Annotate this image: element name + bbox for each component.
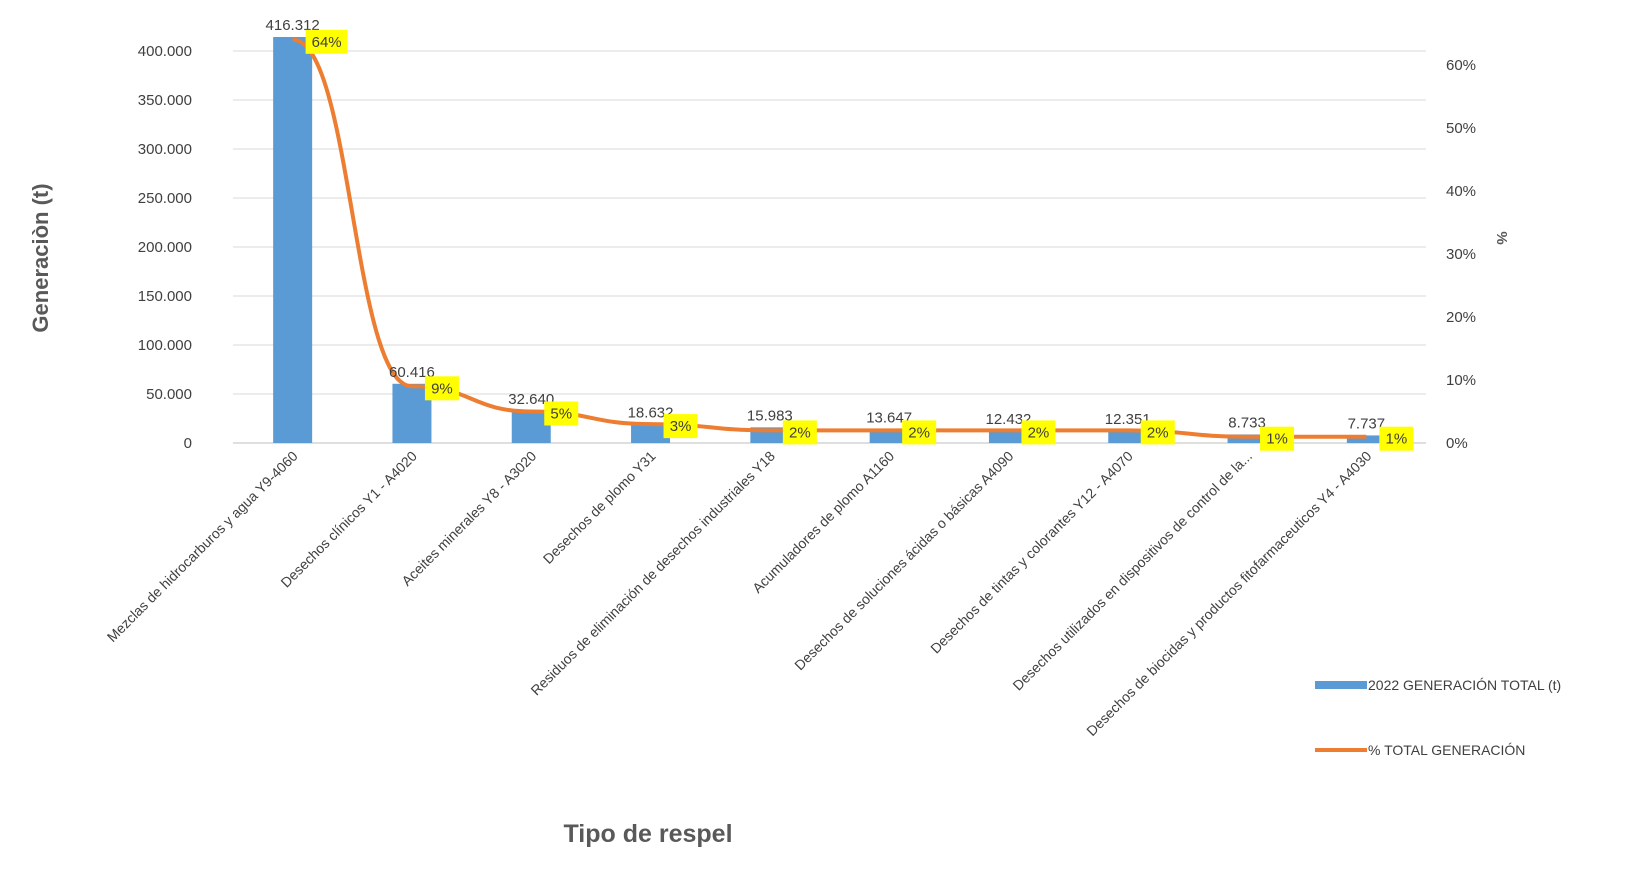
percent-label-bg — [424, 376, 459, 401]
percent-label-group: 5% — [544, 401, 579, 426]
legend: 2022 GENERACIÓN TOTAL (t) % TOTAL GENERA… — [1315, 677, 1561, 758]
y-tick-label: 0 — [184, 435, 192, 452]
x-axis-categories: Mezclas de hidrocarburos y agua Y9-4060D… — [104, 448, 1375, 739]
percent-label: 1% — [1266, 431, 1288, 448]
percent-label-bg — [1379, 426, 1414, 451]
percent-label-bg — [902, 420, 937, 445]
bar-value-label: 32.640 — [508, 391, 554, 408]
y2-tick-label: 20% — [1446, 309, 1476, 326]
bar — [1346, 435, 1386, 443]
percent-label: 2% — [1028, 424, 1050, 441]
y-tick-label: 200.000 — [138, 239, 192, 256]
category-label: Desechos utilizados en dispositivos de c… — [1009, 448, 1255, 694]
bar-value-label: 416.312 — [266, 17, 320, 34]
legend-line-label: % TOTAL GENERACIÓN — [1368, 742, 1525, 758]
y2-tick-label: 10% — [1446, 372, 1476, 389]
percent-label-group: 9% — [424, 376, 459, 401]
percent-label: 64% — [312, 34, 342, 51]
category-label: Desechos de plomo Y31 — [540, 448, 659, 567]
bar-value-label: 7.737 — [1348, 415, 1386, 432]
percent-label-bg — [544, 401, 579, 426]
percent-label-bg — [782, 420, 817, 445]
percent-label: 9% — [431, 380, 453, 397]
percent-label-bg — [663, 414, 698, 439]
percent-label-group: 2% — [1021, 420, 1056, 445]
category-label: Desechos de soluciones ácidas o básicas … — [791, 448, 1017, 674]
percent-label-bg — [1260, 426, 1295, 451]
y2-tick-label: 50% — [1446, 120, 1476, 137]
category-label: Desechos clínicos Y1 - A4020 — [277, 448, 420, 591]
percent-label-group: 2% — [902, 420, 937, 445]
left-y-axis: 0 50.000 100.000 150.000 200.000 250.000 300.0… — [138, 43, 192, 452]
percent-label-group: 3% — [663, 414, 698, 439]
percent-label: 2% — [908, 424, 930, 441]
bar — [988, 430, 1028, 443]
bar — [631, 424, 671, 443]
bar-value-label: 13.647 — [866, 410, 912, 427]
y-tick-label: 50.000 — [146, 386, 192, 403]
percent-label-bg — [1140, 420, 1175, 445]
percent-label-bg — [305, 29, 348, 54]
y-tick-label: 100.000 — [138, 337, 192, 354]
y-tick-label: 400.000 — [138, 43, 192, 60]
bar — [1227, 434, 1267, 443]
y-tick-label: 300.000 — [138, 141, 192, 158]
percent-label-bg — [1021, 420, 1056, 445]
bar-series — [273, 37, 1386, 443]
bar — [1108, 430, 1148, 443]
bar — [869, 429, 909, 443]
y2-tick-label: 40% — [1446, 183, 1476, 200]
x-axis-title: Tipo de respel — [563, 820, 732, 848]
percent-labels: 64% 9% 5% 3% 2% 2% 2% 2% 1% 1% — [305, 29, 1414, 451]
percent-label-group: 64% — [305, 29, 348, 54]
bar-value-label: 8.733 — [1228, 414, 1266, 431]
percent-label: 1% — [1386, 431, 1408, 448]
bar-value-label: 15.983 — [747, 407, 793, 424]
y2-tick-label: 60% — [1446, 57, 1476, 74]
percent-label-group: 1% — [1379, 426, 1414, 451]
percent-label: 3% — [670, 418, 692, 435]
bar-value-label: 12.432 — [986, 411, 1032, 428]
category-label: Desechos de tintas y colorantes Y12 - A4… — [927, 448, 1136, 657]
category-label: Aceites minerales Y8 - A3020 — [398, 448, 539, 589]
legend-bar-swatch — [1315, 681, 1367, 689]
percent-label-group: 1% — [1260, 426, 1295, 451]
percent-label-group: 2% — [782, 420, 817, 445]
y-tick-label: 250.000 — [138, 190, 192, 207]
y-axis-title: Generaciòn (t) — [28, 183, 53, 332]
legend-bar-label: 2022 GENERACIÓN TOTAL (t) — [1368, 677, 1561, 693]
percent-label: 2% — [789, 424, 811, 441]
y2-tick-label: 0% — [1446, 435, 1468, 452]
percent-label: 2% — [1147, 424, 1169, 441]
y-tick-label: 350.000 — [138, 92, 192, 109]
bar — [273, 37, 313, 443]
category-label: Acumuladores de plomo A1160 — [749, 448, 897, 596]
y-tick-label: 150.000 — [138, 288, 192, 305]
y2-axis-title: % — [1493, 231, 1510, 244]
category-label: Desechos de biocidas y productos fitofar… — [1083, 448, 1374, 739]
bar-value-labels: 416.312 60.416 32.640 18.632 15.983 13.647 12.… — [266, 17, 1386, 432]
bar-value-label: 60.416 — [389, 364, 435, 381]
category-label: Mezclas de hidrocarburos y agua Y9-4060 — [104, 448, 301, 645]
percent-label: 5% — [550, 406, 572, 423]
percent-label-group: 2% — [1140, 420, 1175, 445]
category-label: Residuos de eliminación de desechos indu… — [527, 448, 778, 699]
bar-value-label: 18.632 — [628, 405, 674, 422]
right-y-axis: 0% 10% 20% 30% 40% 50% 60% — [1446, 57, 1476, 452]
bar-value-label: 12.351 — [1105, 411, 1151, 428]
y2-tick-label: 30% — [1446, 246, 1476, 263]
